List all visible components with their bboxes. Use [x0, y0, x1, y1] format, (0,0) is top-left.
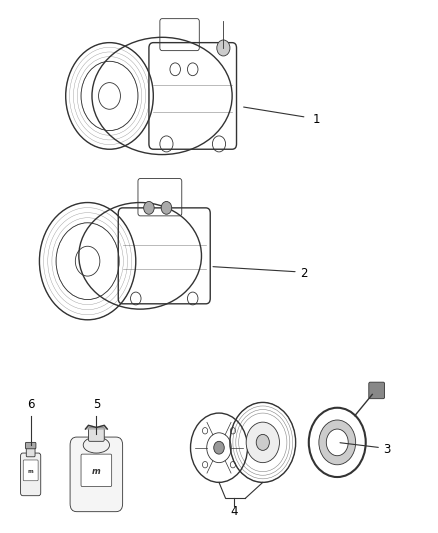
Circle shape — [246, 422, 279, 463]
Circle shape — [256, 434, 269, 450]
Circle shape — [230, 462, 236, 468]
Circle shape — [217, 40, 230, 56]
Text: 2: 2 — [300, 267, 307, 280]
Text: 5: 5 — [93, 399, 100, 411]
Ellipse shape — [83, 437, 110, 453]
Text: m: m — [28, 469, 33, 474]
Circle shape — [202, 462, 208, 468]
Text: 3: 3 — [383, 443, 391, 456]
FancyBboxPatch shape — [21, 453, 41, 496]
FancyBboxPatch shape — [70, 437, 123, 512]
FancyBboxPatch shape — [81, 454, 112, 487]
Circle shape — [230, 427, 236, 434]
Circle shape — [144, 201, 154, 214]
Circle shape — [326, 429, 348, 456]
Circle shape — [161, 201, 172, 214]
FancyBboxPatch shape — [23, 460, 38, 481]
Text: m: m — [92, 467, 101, 476]
Circle shape — [214, 441, 224, 454]
FancyBboxPatch shape — [26, 447, 35, 457]
Polygon shape — [85, 425, 107, 429]
Text: 4: 4 — [230, 505, 238, 518]
Circle shape — [202, 427, 208, 434]
Text: 1: 1 — [313, 114, 321, 126]
Text: 6: 6 — [27, 399, 35, 411]
FancyBboxPatch shape — [369, 382, 385, 399]
FancyBboxPatch shape — [25, 442, 36, 449]
FancyBboxPatch shape — [88, 427, 104, 441]
Circle shape — [319, 420, 356, 465]
